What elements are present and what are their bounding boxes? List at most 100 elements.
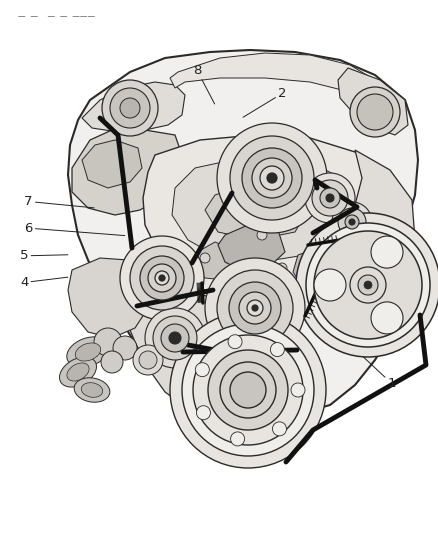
Polygon shape — [68, 258, 148, 338]
Circle shape — [350, 267, 386, 303]
Circle shape — [244, 386, 252, 394]
Circle shape — [350, 87, 400, 137]
Circle shape — [326, 194, 334, 202]
Polygon shape — [192, 242, 240, 280]
Circle shape — [291, 383, 305, 397]
Circle shape — [300, 310, 310, 320]
Circle shape — [220, 362, 276, 418]
Polygon shape — [293, 248, 338, 290]
Circle shape — [159, 275, 165, 281]
Circle shape — [228, 335, 242, 349]
Circle shape — [230, 372, 266, 408]
Circle shape — [312, 180, 348, 216]
Circle shape — [208, 350, 288, 430]
Circle shape — [230, 290, 240, 300]
Ellipse shape — [67, 337, 109, 367]
Circle shape — [358, 275, 378, 295]
Text: 4: 4 — [20, 276, 68, 289]
Text: 1: 1 — [364, 357, 396, 390]
Text: 8: 8 — [193, 64, 215, 104]
Circle shape — [296, 213, 438, 357]
Text: 2: 2 — [243, 87, 287, 117]
Polygon shape — [305, 150, 415, 335]
Circle shape — [270, 343, 284, 357]
Ellipse shape — [75, 343, 101, 361]
Circle shape — [220, 310, 230, 320]
Ellipse shape — [81, 383, 102, 397]
Circle shape — [139, 351, 157, 369]
Polygon shape — [143, 135, 392, 305]
Circle shape — [120, 236, 204, 320]
Circle shape — [140, 256, 184, 300]
Circle shape — [133, 345, 163, 375]
Circle shape — [371, 302, 403, 334]
Text: 5: 5 — [20, 249, 68, 262]
Circle shape — [357, 94, 393, 130]
Circle shape — [239, 292, 271, 324]
Polygon shape — [170, 53, 375, 100]
Circle shape — [345, 215, 359, 229]
Circle shape — [169, 332, 181, 344]
Circle shape — [110, 88, 150, 128]
Circle shape — [195, 362, 209, 377]
Circle shape — [229, 282, 281, 334]
Circle shape — [102, 80, 158, 136]
Circle shape — [113, 336, 137, 360]
Ellipse shape — [74, 378, 110, 402]
Circle shape — [145, 308, 205, 368]
Circle shape — [197, 406, 210, 419]
Circle shape — [217, 270, 293, 346]
Circle shape — [332, 202, 372, 242]
Circle shape — [156, 320, 168, 332]
Polygon shape — [338, 68, 408, 135]
Ellipse shape — [60, 357, 96, 387]
Polygon shape — [378, 230, 418, 280]
Polygon shape — [172, 155, 355, 262]
Circle shape — [257, 230, 267, 240]
Polygon shape — [125, 295, 308, 422]
Circle shape — [267, 173, 277, 183]
Circle shape — [130, 246, 194, 310]
Circle shape — [237, 263, 247, 273]
Circle shape — [305, 173, 355, 223]
Circle shape — [252, 158, 292, 198]
Circle shape — [320, 188, 340, 208]
Circle shape — [205, 258, 305, 358]
Circle shape — [338, 208, 366, 236]
Circle shape — [148, 264, 176, 292]
Polygon shape — [218, 222, 285, 272]
Circle shape — [247, 300, 263, 316]
Circle shape — [182, 324, 314, 456]
Circle shape — [217, 123, 327, 233]
Circle shape — [238, 380, 258, 400]
Text: 6: 6 — [24, 222, 125, 236]
Circle shape — [101, 351, 123, 373]
Circle shape — [314, 231, 422, 339]
Circle shape — [252, 305, 258, 311]
Circle shape — [306, 223, 430, 347]
Circle shape — [94, 328, 122, 356]
Circle shape — [382, 242, 414, 274]
Circle shape — [242, 148, 302, 208]
Circle shape — [193, 335, 303, 445]
Circle shape — [270, 290, 280, 300]
Circle shape — [200, 253, 210, 263]
Circle shape — [314, 269, 346, 301]
Circle shape — [120, 98, 140, 118]
Polygon shape — [82, 82, 185, 132]
Circle shape — [371, 236, 403, 268]
Text: —  —    —  —  ———: — — — — ——— — [18, 12, 95, 21]
Text: 7: 7 — [24, 195, 94, 208]
Circle shape — [170, 312, 326, 468]
Polygon shape — [72, 130, 182, 215]
Circle shape — [364, 281, 372, 289]
Polygon shape — [68, 50, 418, 420]
Circle shape — [230, 136, 314, 220]
Circle shape — [277, 263, 287, 273]
Circle shape — [349, 219, 355, 225]
Circle shape — [161, 324, 189, 352]
Circle shape — [272, 422, 286, 436]
Circle shape — [153, 316, 197, 360]
Circle shape — [260, 166, 284, 190]
Ellipse shape — [67, 363, 89, 381]
